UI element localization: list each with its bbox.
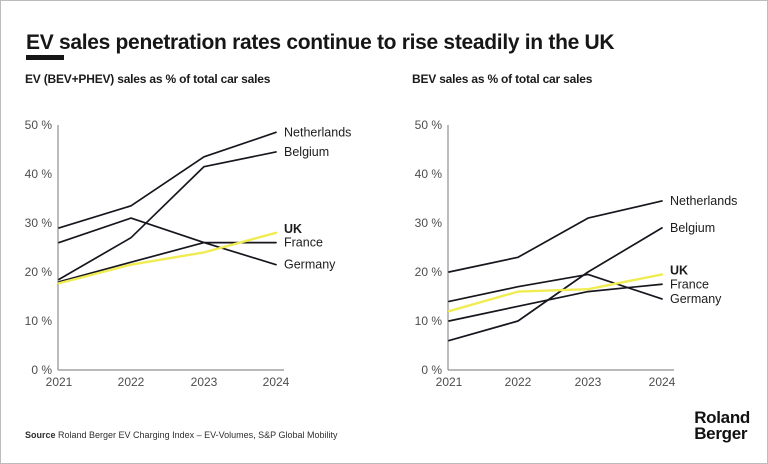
source-label: Source xyxy=(25,430,56,440)
x-tick-label: 2023 xyxy=(575,375,602,389)
title-accent-bar xyxy=(26,55,64,60)
x-tick-label: 2024 xyxy=(263,375,290,389)
series-line-belgium xyxy=(58,151,277,281)
x-tick-label: 2023 xyxy=(191,375,218,389)
source-note: Source Roland Berger EV Charging Index –… xyxy=(25,430,338,440)
y-tick-label: 30 % xyxy=(415,216,443,230)
x-tick-label: 2022 xyxy=(505,375,532,389)
y-tick-label: 10 % xyxy=(415,314,443,328)
series-label-netherlands: Netherlands xyxy=(670,194,737,208)
logo-line-2: Berger xyxy=(694,424,748,443)
x-tick-label: 2024 xyxy=(649,375,676,389)
series-label-france: France xyxy=(284,236,323,250)
series-line-germany xyxy=(58,217,277,266)
source-text: Roland Berger EV Charging Index – EV-Vol… xyxy=(55,430,338,440)
x-tick-label: 2022 xyxy=(118,375,145,389)
series-label-netherlands: Netherlands xyxy=(284,125,351,139)
x-tick-label: 2021 xyxy=(46,375,73,389)
series-line-belgium xyxy=(448,227,663,342)
y-tick-label: 0 % xyxy=(31,363,52,377)
series-line-france xyxy=(448,283,663,322)
x-tick-label: 2021 xyxy=(436,375,463,389)
series-label-germany: Germany xyxy=(670,292,722,306)
roland-berger-logo: Roland Berger xyxy=(694,408,750,443)
y-tick-label: 50 % xyxy=(415,118,443,132)
series-line-netherlands xyxy=(58,131,277,229)
series-line-uk xyxy=(57,231,278,285)
y-tick-label: 40 % xyxy=(415,167,443,181)
series-line-uk xyxy=(447,273,664,313)
y-tick-label: 20 % xyxy=(25,265,53,279)
y-tick-label: 30 % xyxy=(25,216,53,230)
chart-title-bev: BEV sales as % of total car sales xyxy=(412,72,593,86)
y-tick-label: 10 % xyxy=(25,314,53,328)
y-tick-label: 0 % xyxy=(421,363,442,377)
series-label-france: France xyxy=(670,277,709,291)
series-label-belgium: Belgium xyxy=(284,145,329,159)
logo-line-1: Roland xyxy=(694,408,750,427)
y-tick-label: 20 % xyxy=(415,265,443,279)
page-title: EV sales penetration rates continue to r… xyxy=(26,31,615,55)
series-line-netherlands xyxy=(448,200,663,273)
series-label-uk: UK xyxy=(284,222,302,236)
chart-ev-total: 0 % 10 % 20 % 30 % 40 % 50 % 2021 2022 2023 2024 N… xyxy=(25,118,352,389)
y-tick-label: 50 % xyxy=(25,118,53,132)
y-tick-label: 40 % xyxy=(25,167,53,181)
chart-bev: 0 % 10 % 20 % 30 % 40 % 50 % 2021 2022 2023 2024 N… xyxy=(415,118,738,389)
series-label-germany: Germany xyxy=(284,258,336,272)
series-line-germany xyxy=(448,273,663,303)
chart-title-ev-total: EV (BEV+PHEV) sales as % of total car sa… xyxy=(25,72,271,86)
series-label-belgium: Belgium xyxy=(670,221,715,235)
series-label-uk: UK xyxy=(670,263,688,277)
